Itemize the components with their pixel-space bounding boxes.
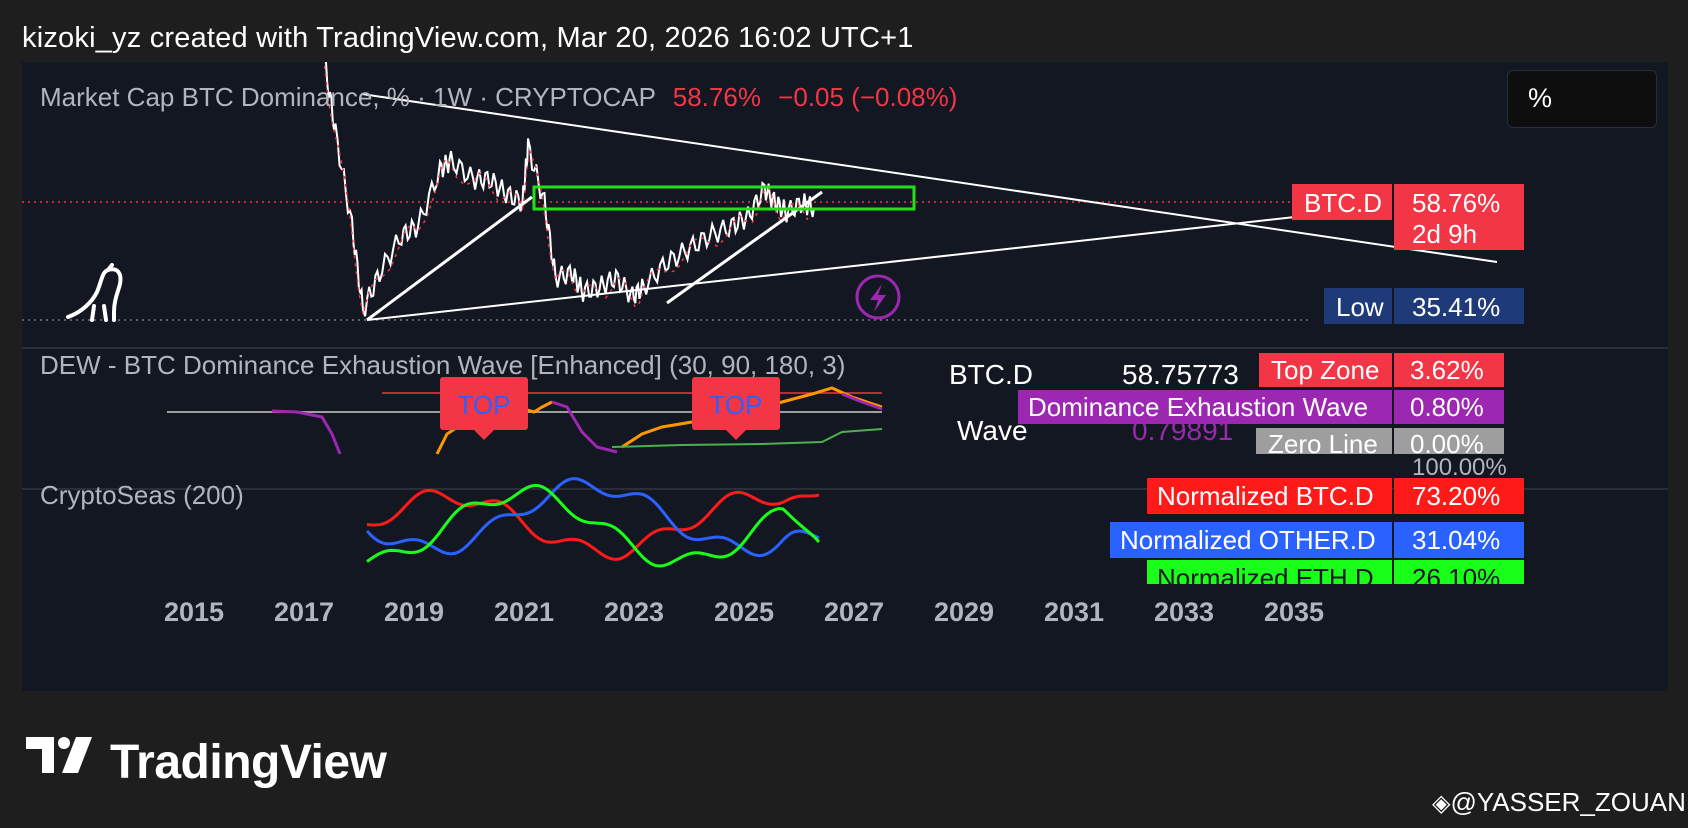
lightning-icon-ring <box>855 274 901 320</box>
x-tick-label: 2023 <box>604 597 665 627</box>
watermark-text: @YASSER_ZOUANE <box>1450 787 1688 817</box>
x-tick-label: 2025 <box>714 597 775 627</box>
seas-legend-btc-label: Normalized BTC.D <box>1147 478 1392 514</box>
support-line-1 <box>366 195 533 322</box>
dew-legend-zero-value: 0.00% <box>1394 428 1504 454</box>
main-pane-change: −0.05 (−0.08%) <box>778 82 958 112</box>
dew-legend-wave-label: Dominance Exhaustion Wave <box>1018 390 1392 424</box>
dew-legend-top-zone-label: Top Zone <box>1259 353 1392 387</box>
x-tick-label: 2033 <box>1154 597 1215 627</box>
btc-price-tag-countdown: 2d 9h <box>1412 219 1478 249</box>
x-tick-label: 2017 <box>274 597 335 627</box>
x-tick-label: 2015 <box>164 597 225 627</box>
tradingview-logo-icon <box>26 737 92 773</box>
seas-legend-other-value: 31.04% <box>1394 522 1524 558</box>
normalized-other-series <box>365 477 820 558</box>
x-tick-label: 2019 <box>384 597 445 627</box>
top-marker-1-label: TOP <box>458 390 511 420</box>
range-box <box>532 185 916 211</box>
dew-legend-wave-value: 0.80% <box>1394 390 1504 424</box>
seas-legend-eth-value: 26.10% <box>1394 560 1524 584</box>
main-pane-price: 58.76% <box>672 82 761 112</box>
seas-legend-btc-value: 73.20% <box>1394 478 1524 514</box>
low-value-tag: 35.41% <box>1394 288 1524 324</box>
percent-scale-button[interactable]: % <box>1507 70 1657 128</box>
seas-legend-eth-value-text: 26.10% <box>1412 563 1501 584</box>
dino-icon <box>66 263 123 322</box>
top-marker-1 <box>440 377 528 430</box>
dew-pane-title: DEW - BTC Dominance Exhaustion Wave [Enh… <box>40 350 846 380</box>
dew-wave-purple-1 <box>271 409 342 455</box>
top-marker-2-label: TOP <box>710 390 763 420</box>
dew-wave-purple-2 <box>551 400 618 454</box>
cryptoseas-scale-top: 100.00% <box>1412 454 1507 481</box>
main-pane-symbol: Market Cap BTC Dominance, % · 1W · CRYPT… <box>40 82 656 112</box>
lower-trendline <box>366 213 1323 321</box>
main-pane-title: Market Cap BTC Dominance, % · 1W · CRYPT… <box>40 82 957 113</box>
dew-pane: TOP TOP <box>167 377 883 455</box>
lightning-icon <box>870 284 886 312</box>
x-tick-label: 2027 <box>824 597 885 627</box>
dew-wave-green <box>611 428 883 448</box>
seas-legend-other-label: Normalized OTHER.D <box>1110 522 1392 558</box>
dew-table-label-btcd: BTC.D <box>949 359 1033 390</box>
cryptoseas-pane-title: CryptoSeas (200) <box>40 480 244 510</box>
main-pane <box>22 62 1498 322</box>
seas-legend-eth-label-text: Normalized ETH.D <box>1157 563 1374 584</box>
btc-price-tag: 58.76% 2d 9h <box>1394 184 1524 250</box>
upper-trendline <box>361 93 1498 263</box>
normalized-eth-series <box>366 483 821 568</box>
x-tick-label: 2031 <box>1044 597 1105 627</box>
dew-legend-zero-label: Zero Line <box>1256 428 1392 454</box>
x-tick-label: 2029 <box>934 597 995 627</box>
btc-symbol-tag: BTC.D <box>1292 184 1392 220</box>
top-marker-2 <box>692 377 780 430</box>
cryptoseas-pane <box>365 477 821 568</box>
x-tick-label: 2021 <box>494 597 555 627</box>
tradingview-logo-text: TradingView <box>110 736 387 789</box>
dew-wave-purple-3 <box>841 392 883 411</box>
chart-canvas[interactable]: TOP TOP <box>22 62 1668 691</box>
chart-area[interactable]: TOP TOP Market Cap BTC Dominance, % · 1W… <box>22 62 1668 691</box>
top-marker-2-pointer <box>726 430 746 440</box>
watermark: ◈@YASSER_ZOUANE <box>1432 787 1688 818</box>
dew-legend-top-zone-value: 3.62% <box>1394 353 1504 387</box>
dew-table-label-wave: Wave <box>957 415 1028 446</box>
top-marker-1-pointer <box>474 430 494 440</box>
low-label-tag: Low <box>1324 288 1392 324</box>
x-tick-label: 2035 <box>1264 597 1325 627</box>
normalized-btc-series <box>366 488 820 561</box>
chart-header: kizoki_yz created with TradingView.com, … <box>22 22 914 54</box>
binance-diamond-icon: ◈ <box>1432 790 1451 817</box>
btc-price-tag-value: 58.76% <box>1412 188 1501 218</box>
dew-table-value-btcd: 58.75773 <box>1122 359 1239 390</box>
seas-legend-eth-label: Normalized ETH.D <box>1147 560 1392 584</box>
